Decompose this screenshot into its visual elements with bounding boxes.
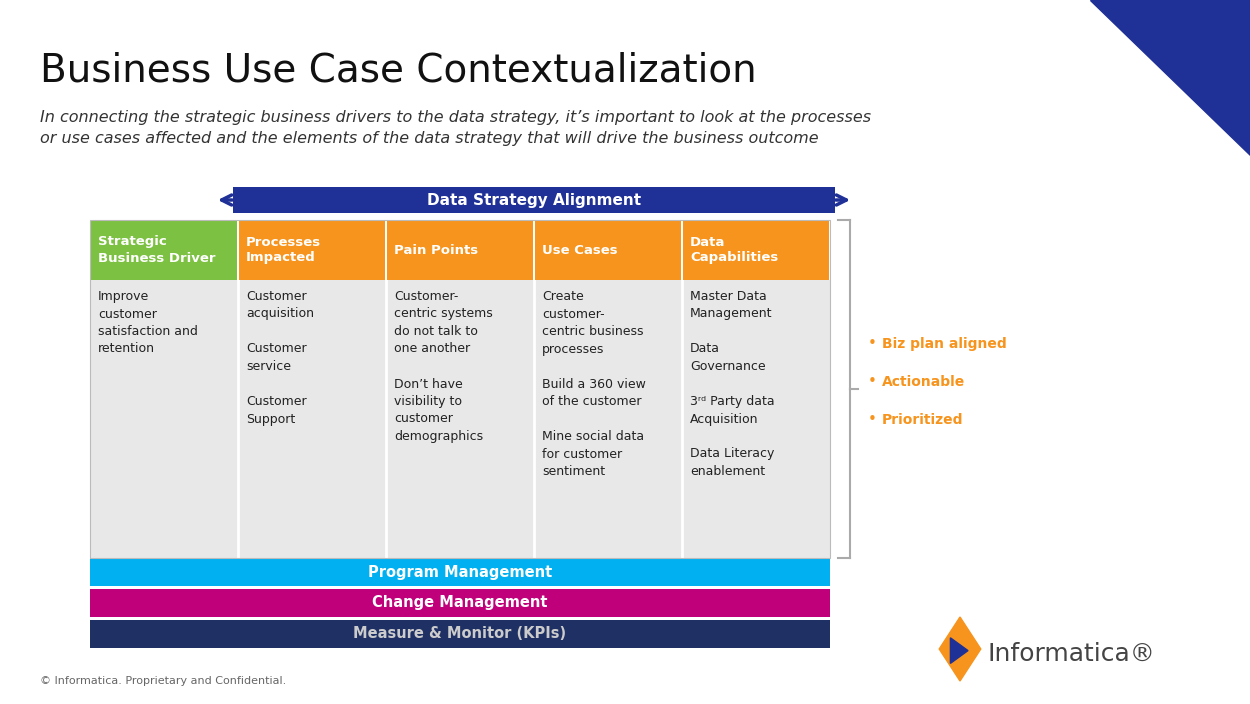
Bar	[239, 220, 385, 280]
Text: Data
Capabilities: Data Capabilities	[690, 236, 779, 265]
Polygon shape	[1090, 0, 1250, 155]
Text: Measure & Monitor (KPIs): Measure & Monitor (KPIs)	[354, 627, 566, 641]
Text: Change Management: Change Management	[372, 596, 548, 610]
Bar	[535, 220, 681, 280]
Text: Strategic
Business Driver: Strategic Business Driver	[98, 236, 215, 265]
Bar	[388, 220, 532, 280]
Text: In connecting the strategic business drivers to the data strategy, it’s importan: In connecting the strategic business dri…	[40, 110, 871, 146]
Text: •: •	[867, 413, 877, 427]
Bar	[90, 280, 830, 558]
Bar	[91, 220, 238, 280]
Bar	[90, 589, 830, 617]
Text: Use Cases: Use Cases	[542, 244, 618, 256]
Bar	[682, 220, 829, 280]
Text: Pain Points: Pain Points	[394, 244, 478, 256]
Text: Biz plan aligned: Biz plan aligned	[882, 337, 1006, 351]
Text: Create
customer-
centric business
processes

Build a 360 view
of the customer

M: Create customer- centric business proces…	[542, 290, 646, 478]
Text: •: •	[867, 337, 877, 351]
Bar	[90, 620, 830, 648]
Text: Business Use Case Contextualization: Business Use Case Contextualization	[40, 52, 756, 90]
Text: Informatica®: Informatica®	[988, 642, 1155, 666]
Text: Prioritized: Prioritized	[882, 413, 964, 427]
Polygon shape	[939, 617, 981, 681]
Bar	[90, 220, 830, 558]
Bar	[90, 558, 830, 586]
Text: Data Strategy Alignment: Data Strategy Alignment	[428, 192, 641, 208]
Text: Program Management: Program Management	[368, 565, 552, 579]
Text: Improve
customer
satisfaction and
retention: Improve customer satisfaction and retent…	[98, 290, 198, 356]
Text: Processes
Impacted: Processes Impacted	[246, 236, 321, 265]
Bar	[232, 187, 835, 213]
Text: Customer-
centric systems
do not talk to
one another

Don’t have
visibility to
c: Customer- centric systems do not talk to…	[394, 290, 492, 443]
Text: Master Data
Management

Data
Governance

3ʳᵈ Party data
Acquisition

Data Litera: Master Data Management Data Governance 3…	[690, 290, 775, 478]
Text: Actionable: Actionable	[882, 375, 965, 389]
Text: Customer
acquisition

Customer
service

Customer
Support: Customer acquisition Customer service Cu…	[246, 290, 314, 425]
Text: © Informatica. Proprietary and Confidential.: © Informatica. Proprietary and Confident…	[40, 676, 286, 686]
Polygon shape	[950, 638, 968, 663]
Text: •: •	[867, 375, 877, 389]
